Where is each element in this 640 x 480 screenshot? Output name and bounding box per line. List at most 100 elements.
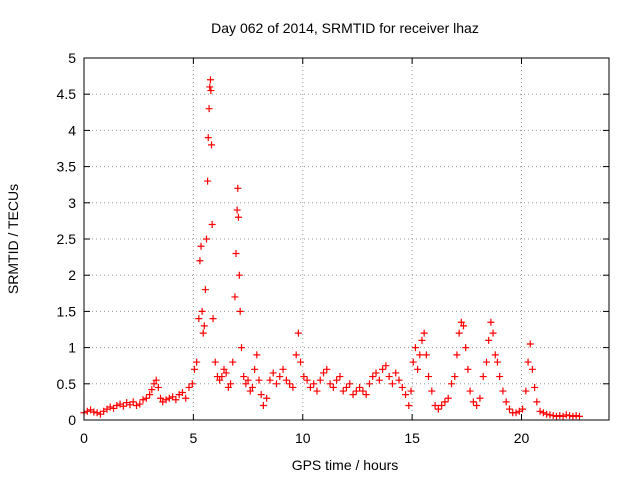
data-point: [575, 412, 583, 420]
data-point: [255, 376, 263, 384]
data-point: [224, 383, 232, 391]
y-tick-labels: 0 0.5 1 1.5 2 2.5 3 3.5 4 4.5 5: [57, 50, 77, 428]
axis-ticks: [83, 57, 609, 421]
data-point: [533, 398, 541, 406]
data-point: [369, 373, 377, 381]
data-point: [83, 407, 91, 415]
data-point: [379, 365, 387, 373]
data-point: [204, 177, 212, 185]
data-point: [359, 387, 367, 395]
data-point: [352, 387, 360, 395]
data-point: [197, 242, 205, 250]
y-tick-label: 3.5: [57, 159, 77, 175]
data-point: [206, 76, 214, 84]
data-point: [407, 387, 415, 395]
data-point: [431, 402, 439, 410]
data-point: [201, 286, 209, 294]
data-point: [316, 376, 324, 384]
y-tick-label: 1.5: [57, 303, 77, 319]
data-point: [113, 402, 121, 410]
data-point: [211, 358, 219, 366]
data-point: [441, 398, 449, 406]
data-point: [502, 398, 510, 406]
data-point: [385, 373, 393, 381]
data-point: [240, 373, 248, 381]
data-point: [246, 387, 254, 395]
data-point: [200, 322, 208, 330]
data-point: [543, 410, 551, 418]
data-point: [343, 383, 350, 391]
data-point: [204, 134, 212, 142]
data-point: [205, 105, 213, 113]
data-point: [476, 394, 484, 402]
data-point: [553, 412, 560, 420]
data-point: [336, 373, 344, 381]
data-point: [242, 380, 250, 388]
data-point: [499, 387, 507, 395]
data-point: [323, 365, 331, 373]
data-point: [93, 409, 101, 417]
plot-frame: [83, 57, 610, 421]
data-point: [372, 369, 380, 377]
data-point: [524, 358, 532, 366]
data-point: [512, 409, 520, 417]
y-tick-label: 0.5: [57, 376, 77, 392]
data-point: [306, 383, 314, 391]
y-tick-label: 4.5: [57, 86, 77, 102]
data-point: [227, 380, 235, 388]
data-point: [549, 412, 557, 420]
data-point: [279, 365, 287, 373]
data-point: [106, 403, 114, 411]
data-point: [273, 380, 280, 388]
data-point: [300, 373, 308, 381]
data-point: [182, 394, 190, 402]
data-point: [572, 412, 580, 420]
data-point: [286, 380, 294, 388]
data-point: [142, 394, 150, 402]
x-tick-label: 20: [514, 430, 530, 446]
data-point: [528, 365, 536, 373]
data-point: [236, 307, 244, 315]
data-point: [297, 358, 305, 366]
data-point: [292, 351, 300, 359]
data-point: [451, 373, 459, 381]
data-point: [199, 329, 207, 337]
data-point: [276, 373, 284, 381]
data-point: [556, 412, 564, 420]
data-point: [392, 369, 400, 377]
data-point: [460, 322, 468, 330]
data-point: [402, 391, 410, 399]
data-point: [172, 396, 180, 404]
data-point: [493, 358, 501, 366]
data-point: [356, 383, 364, 391]
data-point: [496, 373, 504, 381]
data-point: [566, 412, 574, 420]
data-point: [414, 365, 422, 373]
y-tick-label: 4: [68, 122, 76, 138]
data-point: [469, 398, 477, 406]
data-point: [248, 383, 256, 391]
data-point: [294, 329, 302, 337]
data-point: [539, 409, 547, 417]
data-point: [90, 408, 98, 416]
data-point: [209, 315, 217, 323]
data-point: [162, 396, 170, 404]
data-point: [152, 376, 160, 384]
data-point: [418, 336, 426, 344]
y-tick-label: 5: [68, 50, 76, 66]
data-point: [329, 383, 337, 391]
data-point: [253, 351, 261, 359]
data-point: [289, 383, 297, 391]
data-point: [505, 405, 513, 413]
data-points: [80, 76, 583, 420]
data-point: [139, 396, 147, 404]
data-point: [479, 373, 487, 381]
data-point: [546, 411, 554, 419]
data-point: [473, 402, 481, 410]
data-point: [238, 344, 245, 352]
data-point: [526, 340, 534, 348]
data-point: [150, 380, 158, 388]
data-point: [257, 391, 265, 399]
data-point: [434, 405, 442, 413]
